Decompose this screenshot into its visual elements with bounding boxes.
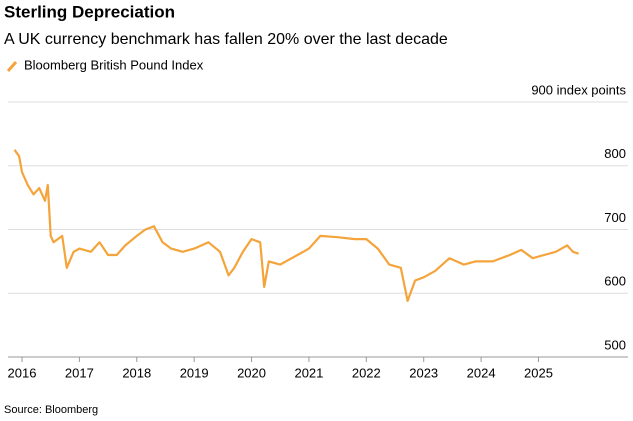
- y-tick-label: 900 index points: [531, 82, 626, 97]
- x-tick-label: 2024: [467, 365, 496, 380]
- x-tick-label: 2023: [409, 365, 438, 380]
- chart-title: Sterling Depreciation: [4, 2, 175, 21]
- legend-label: Bloomberg British Pound Index: [24, 57, 204, 72]
- line-series: [13, 149, 579, 302]
- x-tick-label: 2022: [352, 365, 381, 380]
- x-tick-label: 2019: [180, 365, 209, 380]
- x-tick-label: 2021: [294, 365, 323, 380]
- x-tick-label: 2020: [237, 365, 266, 380]
- y-tick-label: 600: [604, 274, 626, 289]
- x-tick-label: 2016: [8, 365, 37, 380]
- x-tick-label: 2025: [524, 365, 553, 380]
- y-tick-label: 700: [604, 210, 626, 225]
- y-tick-label: 500: [604, 337, 626, 352]
- y-tick-label: 800: [604, 146, 626, 161]
- legend-swatch: [6, 61, 18, 72]
- source: Source: Bloomberg: [4, 404, 98, 416]
- x-tick-label: 2017: [65, 365, 94, 380]
- chart-subtitle: A UK currency benchmark has fallen 20% o…: [4, 31, 448, 48]
- x-tick-label: 2018: [122, 365, 151, 380]
